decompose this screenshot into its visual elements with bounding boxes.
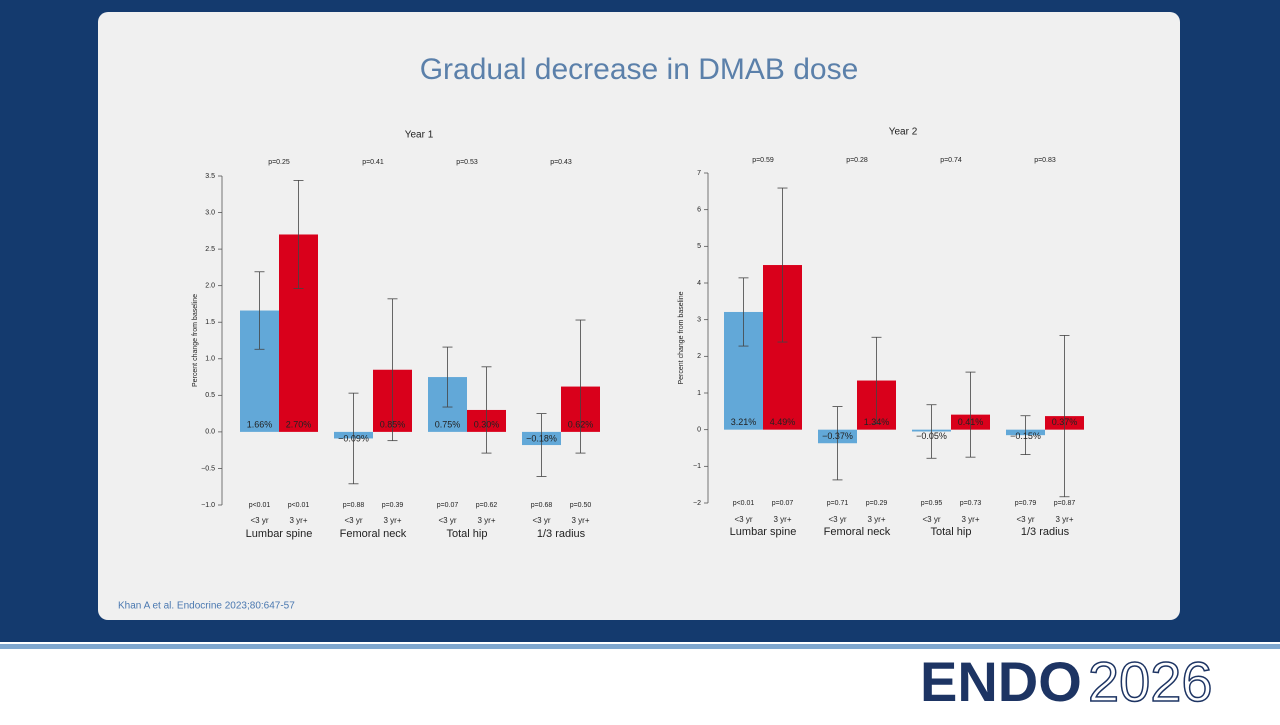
value-label: 0.62% xyxy=(568,419,594,429)
series-label: 3 yr+ xyxy=(961,515,979,524)
group-pvalue: p=0.74 xyxy=(940,157,962,164)
value-label: 0.37% xyxy=(1052,417,1078,427)
group-pvalue: p=0.59 xyxy=(752,157,774,164)
series-label: <3 yr xyxy=(250,516,268,525)
slide-title: Gradual decrease in DMAB dose xyxy=(420,53,859,86)
logo-name: ENDO xyxy=(920,650,1082,713)
y-tick-label: −0.5 xyxy=(201,465,215,472)
bar-pvalue: p=0.87 xyxy=(1054,500,1076,507)
bar-pvalue: p<0.01 xyxy=(249,502,271,509)
bar-pvalue: p=0.07 xyxy=(772,500,794,507)
series-label: <3 yr xyxy=(344,516,362,525)
y-axis-label: Percent change from baseline xyxy=(192,294,199,387)
x-tick-label: 1/3 radius xyxy=(537,528,586,540)
series-label: 3 yr+ xyxy=(571,516,589,525)
slide-card xyxy=(98,12,1180,620)
series-label: 3 yr+ xyxy=(477,516,495,525)
x-tick-label: 1/3 radius xyxy=(1021,526,1070,538)
bar-pvalue: p=0.71 xyxy=(827,500,849,507)
y-tick-label: 1.0 xyxy=(205,356,215,363)
series-label: <3 yr xyxy=(1016,515,1034,524)
value-label: 4.49% xyxy=(770,417,796,427)
series-label: <3 yr xyxy=(922,515,940,524)
group-pvalue: p=0.25 xyxy=(268,159,290,166)
bar-pvalue: p=0.62 xyxy=(476,502,498,509)
series-label: 3 yr+ xyxy=(867,515,885,524)
y-tick-label: 6 xyxy=(697,207,701,214)
value-label: −0.05% xyxy=(916,431,947,441)
logo-year: 2026 xyxy=(1088,650,1213,713)
x-tick-label: Total hip xyxy=(447,528,488,540)
group-pvalue: p=0.83 xyxy=(1034,157,1056,164)
value-label: 3.21% xyxy=(731,417,757,427)
chart-title: Year 1 xyxy=(405,130,434,141)
bar-pvalue: p<0.01 xyxy=(733,500,755,507)
series-label: <3 yr xyxy=(734,515,752,524)
bar-pvalue: p=0.39 xyxy=(382,502,404,509)
group-pvalue: p=0.41 xyxy=(362,159,384,166)
x-tick-label: Femoral neck xyxy=(340,528,407,540)
y-tick-label: −1.0 xyxy=(201,502,215,509)
footer xyxy=(0,642,1280,720)
x-tick-label: Femoral neck xyxy=(824,526,891,538)
y-tick-label: 3.5 xyxy=(205,173,215,180)
value-label: −0.37% xyxy=(822,431,853,441)
value-label: 0.75% xyxy=(435,419,461,429)
x-tick-label: Total hip xyxy=(931,526,972,538)
value-label: 1.66% xyxy=(247,419,273,429)
group-pvalue: p=0.28 xyxy=(846,157,868,164)
value-label: 0.85% xyxy=(380,419,406,429)
group-pvalue: p=0.53 xyxy=(456,159,478,166)
value-label: −0.18% xyxy=(526,433,557,443)
y-tick-label: 2.5 xyxy=(205,246,215,253)
y-tick-label: 1 xyxy=(697,390,701,397)
y-tick-label: 4 xyxy=(697,280,701,287)
chart-title: Year 2 xyxy=(889,127,918,138)
y-tick-label: 1.5 xyxy=(205,319,215,326)
bar-pvalue: p=0.73 xyxy=(960,500,982,507)
series-label: <3 yr xyxy=(828,515,846,524)
y-tick-label: 0 xyxy=(697,427,701,434)
value-label: −0.15% xyxy=(1010,431,1041,441)
y-tick-label: 7 xyxy=(697,170,701,177)
series-label: 3 yr+ xyxy=(1055,515,1073,524)
value-label: 0.30% xyxy=(474,419,500,429)
value-label: 1.34% xyxy=(864,417,890,427)
bar-pvalue: p=0.88 xyxy=(343,502,365,509)
series-label: 3 yr+ xyxy=(773,515,791,524)
value-label: 0.41% xyxy=(958,417,984,427)
y-tick-label: 0.0 xyxy=(205,429,215,436)
value-label: −0.09% xyxy=(338,433,369,443)
series-label: 3 yr+ xyxy=(289,516,307,525)
x-tick-label: Lumbar spine xyxy=(730,526,797,538)
series-label: <3 yr xyxy=(532,516,550,525)
series-label: 3 yr+ xyxy=(383,516,401,525)
value-label: 2.70% xyxy=(286,419,312,429)
bar-pvalue: p=0.29 xyxy=(866,500,888,507)
series-label: <3 yr xyxy=(438,516,456,525)
x-tick-label: Lumbar spine xyxy=(246,528,313,540)
y-tick-label: 2.0 xyxy=(205,283,215,290)
bar-pvalue: p<0.01 xyxy=(288,502,310,509)
bar-pvalue: p=0.68 xyxy=(531,502,553,509)
y-tick-label: 3 xyxy=(697,317,701,324)
bar-pvalue: p=0.95 xyxy=(921,500,943,507)
group-pvalue: p=0.43 xyxy=(550,159,572,166)
y-tick-label: −2 xyxy=(693,500,701,507)
citation: Khan A et al. Endocrine 2023;80:647-57 xyxy=(118,601,295,612)
bar-pvalue: p=0.79 xyxy=(1015,500,1037,507)
y-tick-label: 5 xyxy=(697,243,701,250)
footer-stripe xyxy=(0,644,1280,649)
y-tick-label: −1 xyxy=(693,463,701,470)
y-axis-label: Percent change from baseline xyxy=(678,291,685,384)
bar-pvalue: p=0.07 xyxy=(437,502,459,509)
bar-pvalue: p=0.50 xyxy=(570,502,592,509)
y-tick-label: 3.0 xyxy=(205,209,215,216)
y-tick-label: 2 xyxy=(697,353,701,360)
y-tick-label: 0.5 xyxy=(205,392,215,399)
